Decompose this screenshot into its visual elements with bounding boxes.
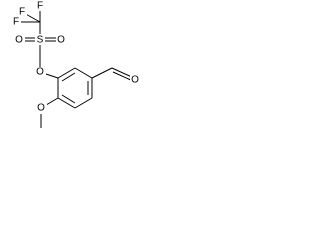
atom-labels: F F F S O O O O O — [11, 1, 141, 114]
bond — [74, 97, 93, 109]
bond — [61, 72, 76, 82]
atom-label: O — [36, 67, 44, 78]
atom-label: F — [13, 17, 19, 28]
atom-label: S — [37, 35, 44, 46]
atom-label: O — [37, 103, 45, 114]
atom-label: F — [19, 7, 25, 18]
atom-label: O — [57, 35, 65, 46]
bond — [57, 97, 76, 109]
structure-diagram: F F F S O O O O O — [11, 1, 141, 128]
bond — [57, 67, 76, 79]
page: F F F S O O O O O (() => { const data = … — [11, 0, 141, 128]
atom-label: O — [131, 75, 139, 86]
bond — [112, 71, 134, 82]
bond — [91, 67, 113, 79]
bonds — [16, 6, 135, 128]
atom-label: F — [37, 1, 43, 12]
atom-label: O — [15, 35, 23, 46]
bond — [61, 94, 76, 104]
bond — [74, 67, 93, 79]
